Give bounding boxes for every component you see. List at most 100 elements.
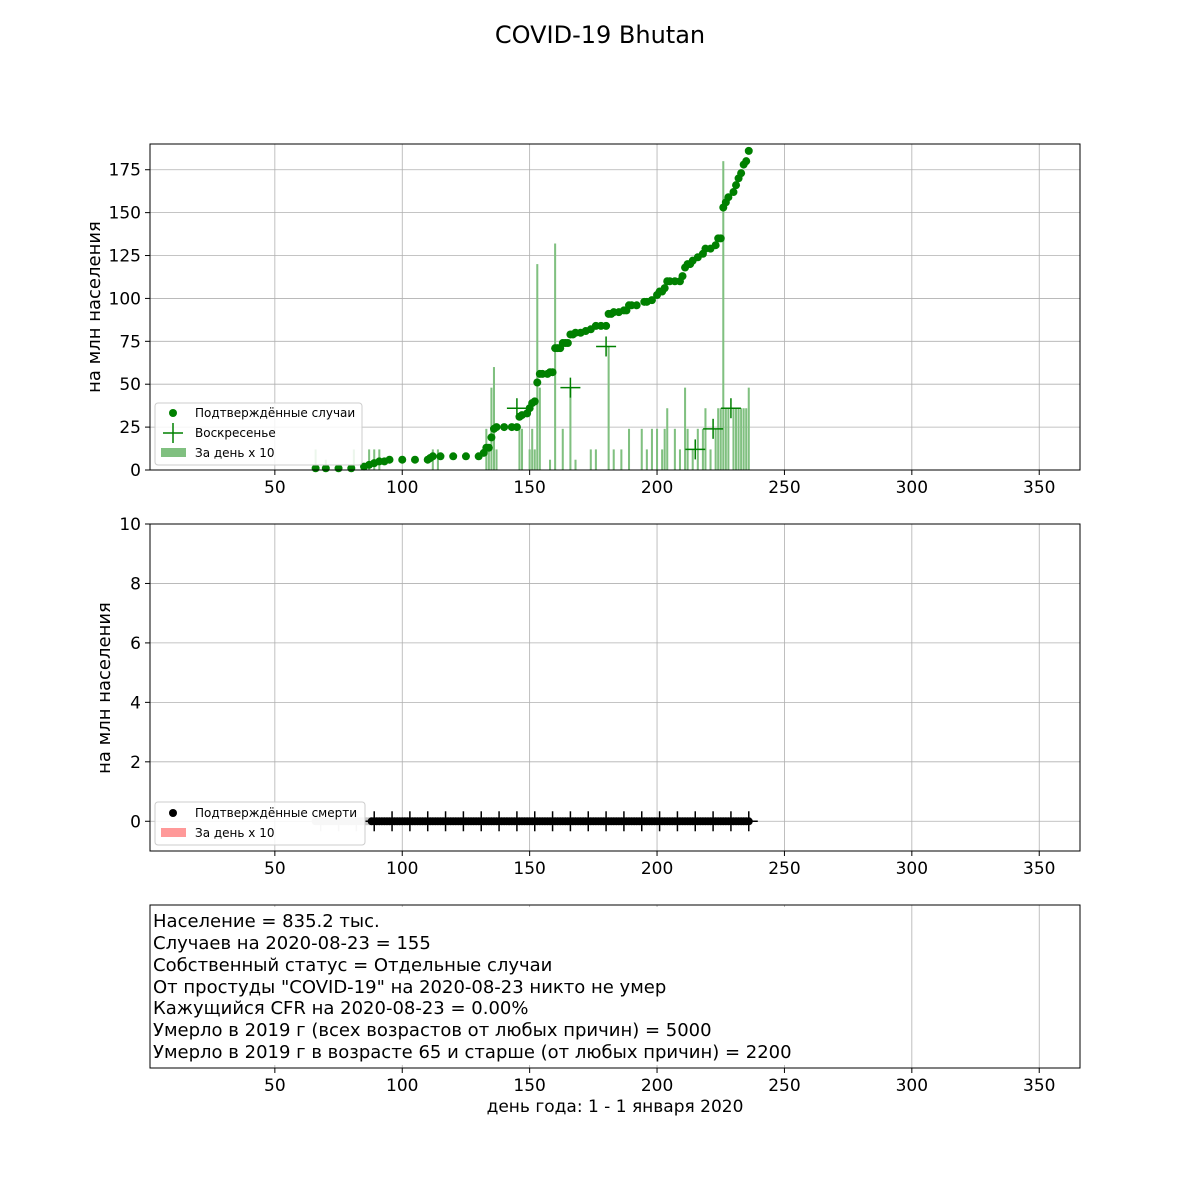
daily-cases-bar [737, 408, 740, 470]
daily-cases-bar [645, 449, 648, 470]
daily-cases-bar [717, 408, 720, 470]
info-line-status: Собственный статус = Отдельные случаи [153, 955, 552, 976]
info-x-tick-label: 100 [386, 1076, 418, 1096]
cases-legend-bar-swatch [161, 448, 186, 457]
deaths-y-tick-label: 8 [130, 574, 141, 594]
cases-y-tick-label: 25 [119, 418, 141, 438]
daily-cases-bar [663, 428, 666, 470]
daily-cases-bar [368, 449, 371, 470]
cases-daily-bars [314, 161, 750, 470]
info-line-cfr: Кажущийся CFR на 2020-08-23 = 0.00% [153, 998, 528, 1019]
info-x-tick-label: 50 [264, 1076, 286, 1096]
info-x-tick-label: 200 [641, 1076, 673, 1096]
deaths-x-tick-label: 150 [513, 859, 545, 879]
daily-cases-bar [704, 408, 707, 470]
deaths-sunday-marker [721, 811, 740, 832]
cases-point [742, 157, 751, 166]
deaths-x-tick-label: 350 [1023, 859, 1055, 879]
daily-cases-bar [727, 408, 730, 470]
deaths-sunday-marker [543, 811, 562, 832]
cases-sunday-markers [506, 336, 741, 460]
cases-point [533, 378, 542, 387]
daily-cases-bar [594, 449, 597, 470]
daily-cases-bar [569, 387, 572, 470]
cases-point [737, 169, 746, 178]
daily-cases-bar [747, 387, 750, 470]
deaths-sunday-marker [507, 811, 526, 832]
info-plot-frame [149, 904, 1081, 1069]
deaths-sunday-marker [597, 811, 616, 832]
daily-cases-bar [554, 243, 557, 470]
cases-y-tick-label: 100 [109, 289, 141, 309]
x-axis-label: день года: 1 - 1 января 2020 [487, 1097, 744, 1117]
deaths-plot-frame [149, 523, 1081, 852]
sunday-marker [596, 336, 617, 357]
cases-x-tick-label: 150 [513, 478, 545, 498]
cases-point [729, 188, 738, 197]
deaths-sunday-marker [632, 811, 651, 832]
deaths-sunday-marker [454, 811, 473, 832]
deaths-sunday-marker [614, 811, 633, 832]
cases-point [428, 452, 437, 461]
cases-y-tick-label: 150 [109, 204, 141, 224]
info-x-tick-label: 350 [1023, 1076, 1055, 1096]
cases-legend-label-confirmed: Подтверждённые случаи [195, 406, 355, 420]
daily-cases-bar [589, 449, 592, 470]
deaths-sunday-marker [739, 811, 758, 832]
deaths-x-tick-label: 200 [641, 859, 673, 879]
deaths-sunday-marker [561, 811, 580, 832]
daily-cases-bar [666, 408, 669, 470]
deaths-y-label: на млн населения [94, 602, 115, 774]
daily-cases-bar [722, 161, 725, 470]
deaths-legend: Подтверждённые смерти За день x 10 [154, 801, 366, 846]
daily-cases-bar [650, 428, 653, 470]
cases-point [716, 234, 725, 243]
cases-y-tick-label: 75 [119, 332, 141, 352]
cases-point [563, 339, 572, 348]
sunday-marker [720, 398, 741, 419]
chart-title: COVID-19 Bhutan [495, 21, 705, 49]
deaths-sunday-marker [650, 811, 669, 832]
cases-point [410, 455, 419, 464]
cases-point [647, 296, 656, 305]
cases-legend-label-daily: За день x 10 [195, 446, 274, 460]
daily-cases-bar [719, 408, 722, 470]
daily-cases-bar [735, 408, 738, 470]
deaths-y-tick-label: 6 [130, 634, 141, 654]
info-panel: 50 100 150 200 250 300 350 Население = 835.2 т… [149, 904, 1081, 1117]
cases-point [449, 452, 458, 461]
deaths-sunday-marker [436, 811, 455, 832]
cases-point [398, 455, 407, 464]
cases-point [744, 146, 753, 155]
cases-x-tick-label: 100 [386, 478, 418, 498]
cases-point [548, 368, 557, 377]
cases-point [530, 397, 539, 406]
daily-cases-bar [520, 428, 524, 470]
daily-cases-bar [742, 408, 745, 470]
deaths-sunday-marker [383, 811, 402, 832]
cases-panel: 50 100 150 200 250 300 350 0 25 50 75 100 125 150 175… [84, 143, 1081, 498]
cases-point [512, 423, 521, 432]
cases-y-label: на млн населения [84, 221, 105, 393]
deaths-x-tick-label: 50 [264, 859, 286, 879]
deaths-sunday-marker [686, 811, 705, 832]
cases-point [711, 241, 720, 250]
cases-x-tick-label: 300 [896, 478, 928, 498]
cases-point [660, 284, 669, 293]
daily-cases-bar [732, 408, 735, 470]
cases-legend-dot-marker [169, 409, 177, 417]
sunday-marker [506, 398, 527, 419]
info-line-deaths-65: Умерло в 2019 г в возрасте 65 и старше (… [153, 1042, 792, 1063]
cases-y-tick-label: 125 [109, 247, 141, 267]
daily-cases-bar [709, 449, 712, 470]
deaths-legend-dot-marker [169, 809, 177, 817]
sunday-marker [560, 377, 581, 398]
daily-cases-bar [487, 449, 490, 470]
sunday-marker [703, 418, 724, 439]
deaths-y-tick-label: 0 [130, 812, 141, 832]
cases-grid [150, 144, 1080, 471]
daily-cases-bar [495, 449, 498, 470]
daily-cases-bar [536, 264, 539, 470]
daily-cases-bar [549, 459, 552, 470]
